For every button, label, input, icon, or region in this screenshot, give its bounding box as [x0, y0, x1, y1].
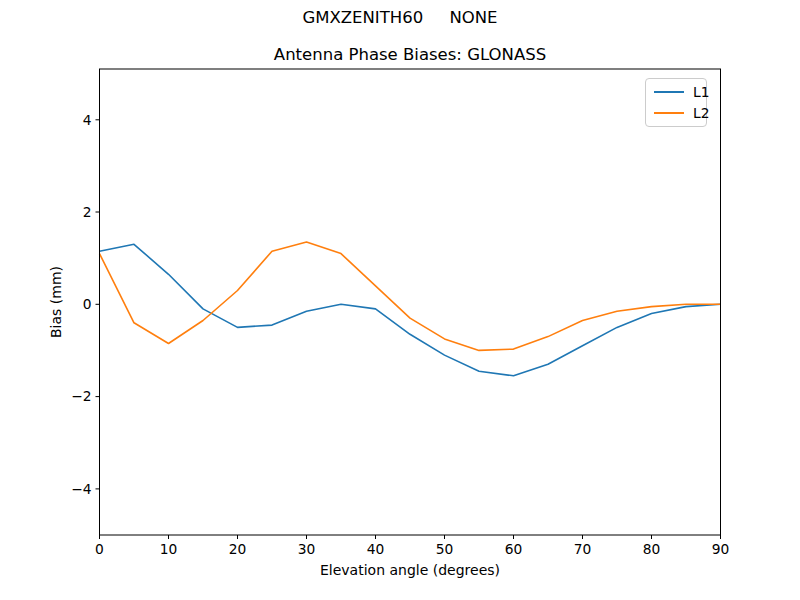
legend-label-l2: L2 [693, 105, 709, 121]
legend: L1 L2 [645, 78, 707, 127]
y-tick-label: 4 [83, 112, 92, 128]
legend-item-l2: L2 [654, 105, 698, 121]
y-tick-label: −4 [71, 481, 91, 497]
legend-item-l1: L1 [654, 84, 698, 100]
y-axis-label: Bias (mm) [48, 266, 64, 338]
legend-label-l1: L1 [693, 84, 709, 100]
y-tick-label: 2 [83, 204, 92, 220]
x-axis-label: Elevation angle (degrees) [10, 562, 800, 578]
x-tick-label: 90 [712, 541, 730, 557]
x-tick-label: 80 [643, 541, 661, 557]
l2-line-swatch [654, 112, 684, 114]
plot-border [100, 69, 721, 535]
x-tick-label: 20 [229, 541, 247, 557]
x-tick-label: 50 [436, 541, 454, 557]
figure: GMXZENITH60 NONE Antenna Phase Biases: G… [0, 0, 800, 600]
x-tick-label: 60 [505, 541, 523, 557]
y-tick-label: −2 [71, 388, 91, 404]
x-tick-label: 0 [95, 541, 104, 557]
x-tick-label: 10 [160, 541, 178, 557]
l1-line-swatch [654, 91, 684, 93]
x-tick-label: 30 [298, 541, 316, 557]
y-tick-label: 0 [83, 296, 92, 312]
x-tick-label: 40 [367, 541, 385, 557]
x-tick-label: 70 [574, 541, 592, 557]
